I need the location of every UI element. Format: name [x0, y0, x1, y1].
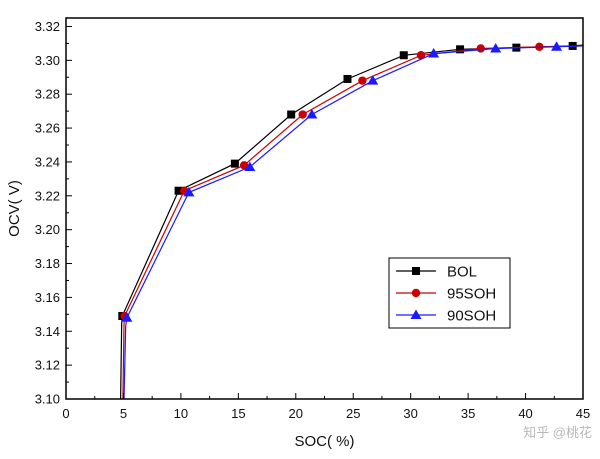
y-tick-label: 3.24	[35, 154, 60, 169]
data-point	[244, 161, 256, 172]
series-line	[120, 44, 583, 399]
legend-item: 90SOH	[396, 308, 496, 325]
x-tick-label: 35	[461, 406, 475, 421]
data-point	[399, 51, 408, 60]
y-tick-label: 3.14	[35, 324, 60, 339]
data-point	[239, 161, 249, 170]
legend-marker	[410, 309, 422, 319]
data-point	[490, 42, 502, 53]
x-tick-label: 45	[576, 406, 590, 421]
data-point	[367, 75, 379, 85]
series-line	[122, 45, 583, 399]
y-tick-label: 3.10	[35, 392, 60, 407]
data-point	[358, 76, 367, 85]
x-tick-label: 30	[403, 406, 417, 421]
legend-marker	[411, 288, 421, 298]
data-point	[298, 110, 307, 119]
data-point	[230, 159, 239, 168]
series-line	[123, 45, 583, 399]
legend-item: 95SOH	[396, 286, 496, 303]
data-point	[183, 186, 195, 197]
y-tick-label: 3.28	[35, 87, 60, 102]
data-point	[551, 41, 563, 51]
y-tick-label: 3.20	[35, 222, 60, 237]
y-tick-label: 3.32	[35, 19, 60, 34]
legend-item: BOL	[396, 264, 477, 281]
data-point	[343, 74, 352, 83]
x-tick-label: 0	[62, 406, 69, 421]
x-axis-label: SOC( %)	[295, 433, 355, 450]
y-tick-label: 3.22	[35, 188, 60, 203]
watermark: 知乎 @桃花	[523, 425, 592, 440]
legend-marker	[412, 267, 420, 275]
x-tick-label: 25	[346, 406, 360, 421]
x-tick-label: 40	[518, 406, 532, 421]
data-point	[174, 186, 183, 195]
y-tick-label: 3.18	[35, 256, 60, 271]
y-tick-label: 3.30	[35, 53, 60, 68]
plot-frame	[65, 17, 584, 400]
y-tick-label: 3.26	[35, 121, 60, 136]
legend: BOL 95SOH 90SOH	[388, 257, 511, 329]
y-tick-label: 3.12	[35, 358, 60, 373]
x-tick-label: 20	[289, 406, 303, 421]
x-tick-label: 5	[120, 406, 127, 421]
data-point	[287, 110, 296, 119]
legend-label: 95SOH	[447, 286, 496, 303]
series-95soh	[120, 42, 583, 399]
series-bol	[118, 41, 583, 399]
series-90soh	[121, 41, 583, 399]
legend-label: 90SOH	[447, 308, 496, 325]
x-tick-label: 15	[231, 406, 245, 421]
legend-label: BOL	[447, 264, 477, 281]
data-point	[306, 109, 318, 119]
data-point	[476, 44, 485, 53]
data-point	[456, 45, 465, 54]
data-point	[416, 51, 426, 60]
y-axis-label: OCV( V)	[6, 180, 23, 237]
y-tick-label: 3.16	[35, 290, 60, 305]
data-point	[121, 312, 133, 322]
data-point	[428, 48, 440, 58]
x-tick-label: 10	[174, 406, 188, 421]
